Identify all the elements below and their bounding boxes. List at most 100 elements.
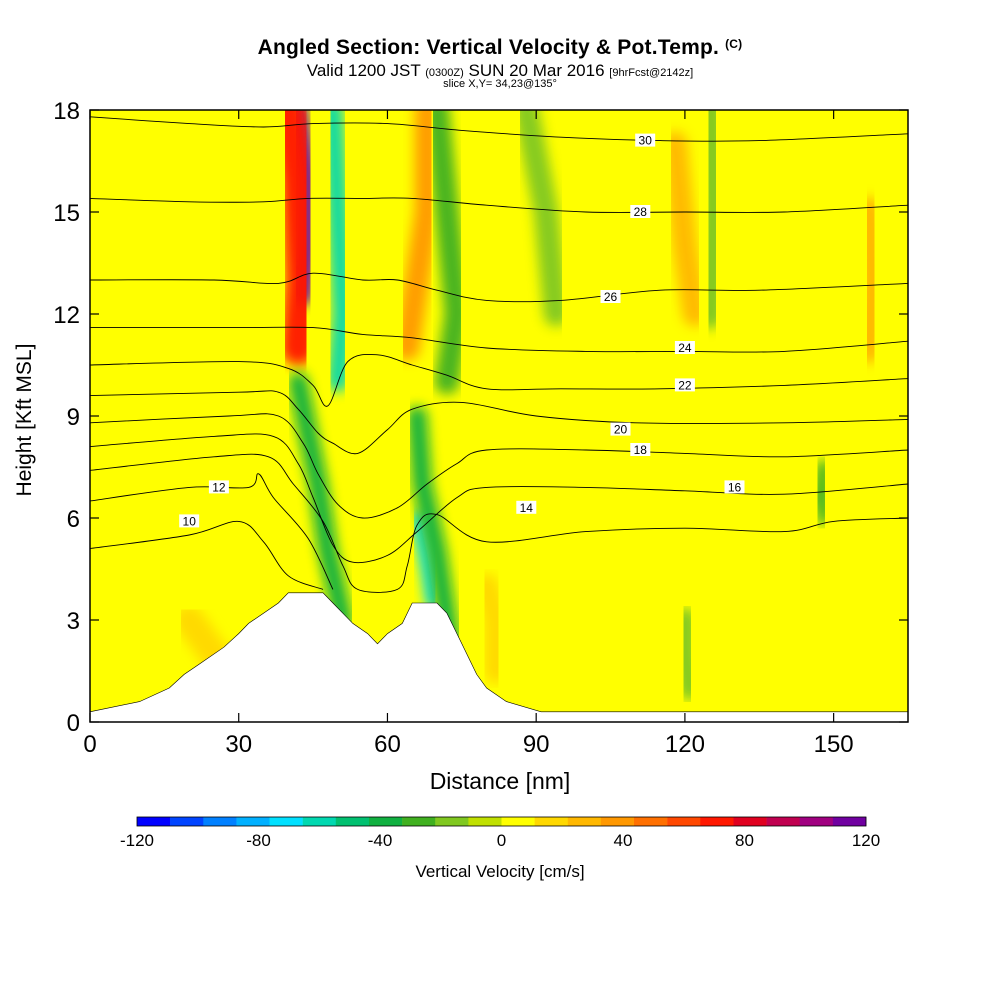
colorbar-swatch — [435, 817, 469, 826]
contour-label: 24 — [678, 341, 692, 355]
velocity-feature — [394, 110, 440, 361]
velocity-feature — [811, 459, 832, 526]
colorbar-swatch — [468, 817, 502, 826]
x-tick-label: 120 — [665, 731, 705, 758]
x-tick-label: 60 — [374, 731, 401, 758]
y-tick-label: 3 — [67, 608, 80, 635]
colorbar-swatch — [799, 817, 834, 826]
colorbar-swatch — [832, 817, 867, 826]
theta-contour — [90, 390, 908, 455]
contour-label-box — [674, 341, 695, 354]
colorbar-swatch — [302, 817, 337, 826]
colorbar-swatch — [567, 817, 602, 826]
theta-contour — [90, 433, 908, 564]
y-axis-label: Height [Kft MSL] — [13, 343, 36, 497]
contour-label: 12 — [212, 480, 226, 494]
chart-title: Angled Section: Vertical Velocity & Pot.… — [257, 36, 743, 59]
contour-label-box — [610, 422, 631, 436]
contour-label: 26 — [604, 290, 618, 304]
contour-label-box — [630, 205, 651, 218]
velocity-feature — [323, 110, 353, 392]
colorbar-tick-label: 40 — [614, 831, 633, 850]
theta-contour — [90, 473, 334, 590]
colorbar-swatch — [236, 817, 270, 826]
x-tick-label: 30 — [225, 731, 252, 758]
colorbar-swatch — [203, 817, 237, 826]
y-tick-label: 15 — [53, 200, 80, 227]
theta-contour — [90, 453, 908, 593]
slice-info: slice X,Y= 34,23@135° — [443, 78, 557, 90]
theta-contours — [90, 116, 908, 593]
axes: 0 30 60 90 120 150 0 3 6 9 12 15 18 — [53, 98, 909, 758]
terrain-mask — [89, 592, 909, 723]
colorbar-tick-label: 80 — [735, 831, 754, 850]
theta-contour — [90, 116, 908, 142]
colorbar-tick-label: -120 — [120, 831, 154, 850]
colorbar: -120 -80 -40 0 40 80 120 — [120, 816, 880, 850]
colorbar-swatch — [700, 817, 734, 826]
contour-labels: 10 12 14 16 18 20 22 24 26 28 30 — [179, 133, 745, 528]
x-tick-label: 0 — [83, 731, 96, 758]
colorbar-tick-label: -80 — [246, 831, 271, 850]
velocity-feature — [662, 131, 708, 327]
colorbar-frame — [136, 816, 867, 827]
theta-contour — [90, 413, 908, 519]
colorbar-swatch — [600, 817, 635, 826]
contour-label: 30 — [639, 134, 653, 148]
contour-label-box — [724, 480, 745, 494]
colorbar-tick-label: 0 — [497, 831, 506, 850]
colorbar-swatch — [269, 817, 303, 826]
contour-label-box — [630, 443, 651, 456]
velocity-feature — [853, 197, 889, 363]
colorbar-swatch — [634, 817, 668, 826]
colorbar-swatch — [170, 817, 204, 826]
x-axis-label: Distance [nm] — [429, 768, 571, 794]
x-tick-label: 90 — [523, 731, 550, 758]
x-tick-label: 150 — [814, 731, 854, 758]
y-tick-label: 12 — [53, 302, 80, 329]
y-tick-label: 0 — [67, 710, 80, 737]
contour-label: 10 — [183, 514, 197, 528]
colorbar-label: Vertical Velocity [cm/s] — [415, 862, 585, 881]
colorbar-tick-label: -40 — [368, 831, 393, 850]
velocity-shading — [174, 110, 889, 701]
colorbar-swatch — [667, 817, 701, 826]
contour-label: 14 — [520, 501, 534, 515]
colorbar-swatch — [335, 817, 370, 826]
theta-contour — [90, 520, 324, 590]
y-tick-label: 9 — [67, 404, 80, 431]
valid-time: Valid 1200 JST (0300Z) SUN 20 Mar 2016 [… — [306, 61, 694, 80]
contour-label: 22 — [678, 378, 692, 392]
velocity-feature — [288, 372, 353, 630]
colorbar-swatch — [501, 817, 535, 826]
y-tick-label: 18 — [53, 98, 80, 125]
colorbar-swatch — [534, 817, 568, 826]
theta-contour — [90, 326, 908, 353]
colorbar-tick-label: 120 — [852, 831, 880, 850]
theta-contour — [90, 197, 908, 213]
colorbar-swatch — [369, 817, 403, 826]
contour-label-box — [208, 480, 229, 494]
contour-label: 28 — [634, 205, 648, 219]
contour-label-box — [600, 290, 621, 303]
contour-label-box — [635, 133, 656, 147]
contour-label-box — [179, 514, 200, 528]
colorbar-swatch — [766, 817, 800, 826]
colorbar-swatch — [137, 817, 171, 826]
y-tick-label: 6 — [67, 506, 80, 533]
terrain — [89, 592, 909, 723]
contour-label: 18 — [634, 443, 648, 457]
velocity-feature — [474, 573, 509, 684]
contour-label: 16 — [728, 480, 742, 494]
theta-contour — [90, 272, 908, 303]
velocity-feature — [270, 110, 321, 366]
velocity-feature — [513, 110, 569, 327]
colorbar-swatch — [402, 817, 436, 826]
contour-label-box — [516, 500, 537, 514]
velocity-feature — [424, 110, 470, 395]
colorbar-swatch — [733, 817, 767, 826]
contour-label: 20 — [614, 423, 628, 437]
velocity-feature — [672, 607, 703, 701]
velocity-feature — [411, 511, 439, 610]
